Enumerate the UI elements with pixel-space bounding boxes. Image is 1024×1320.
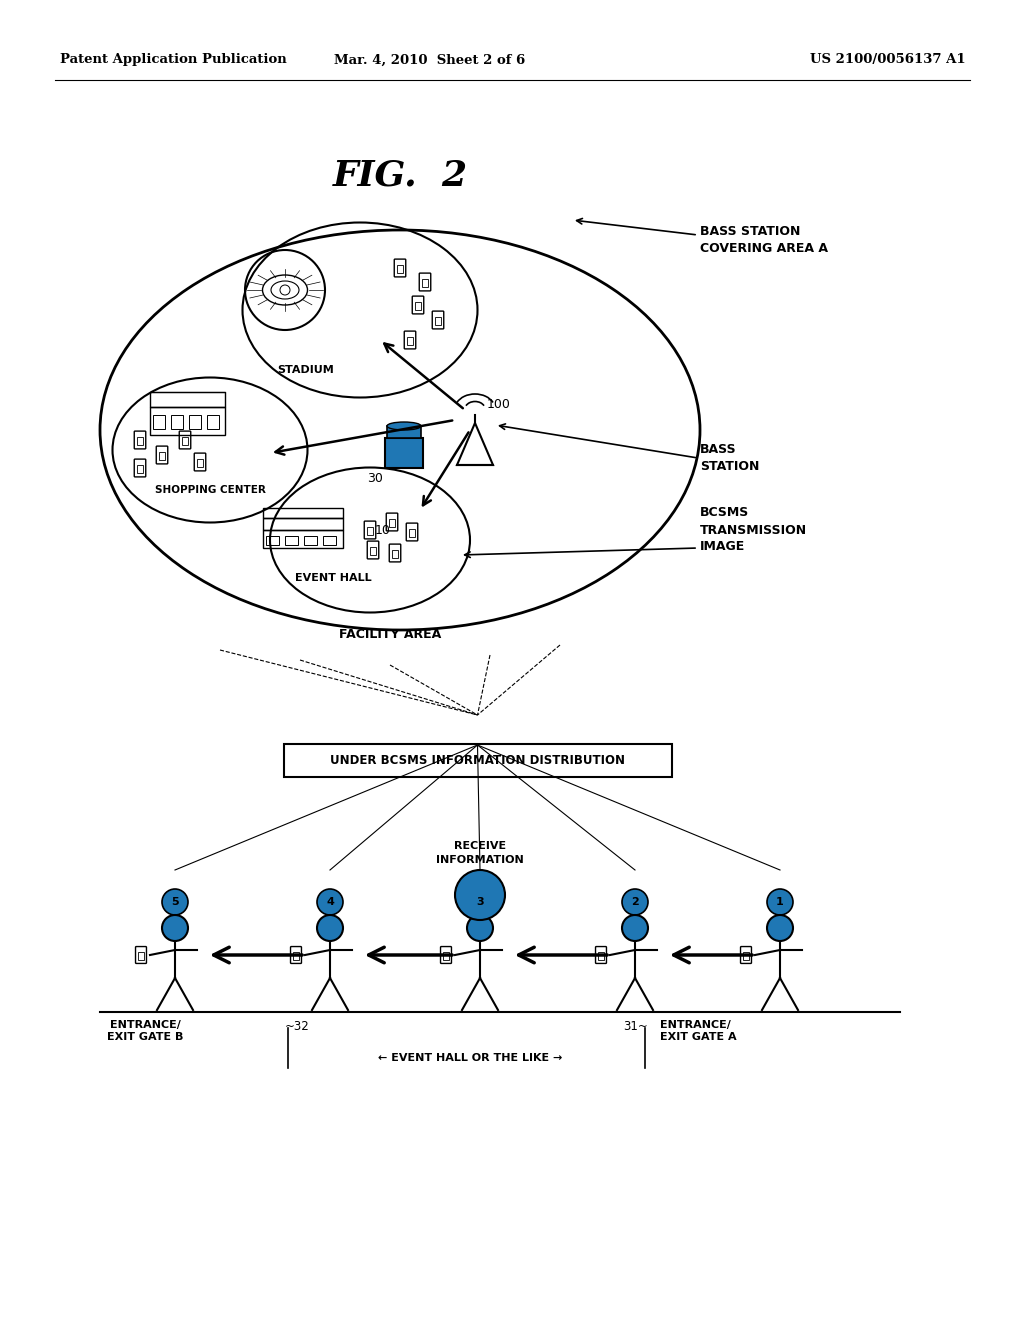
Circle shape: [317, 915, 343, 941]
Text: BASS
STATION: BASS STATION: [700, 444, 760, 473]
Bar: [388, 519, 395, 527]
Circle shape: [162, 888, 188, 915]
Circle shape: [767, 888, 793, 915]
Text: ENTRANCE/
EXIT GATE A: ENTRANCE/ EXIT GATE A: [660, 1020, 736, 1043]
Text: 4: 4: [326, 898, 334, 907]
Text: 5: 5: [171, 898, 179, 907]
Circle shape: [467, 915, 493, 941]
Text: BASS STATION
COVERING AREA A: BASS STATION COVERING AREA A: [700, 224, 828, 255]
Text: BCSMS
TRANSMISSION
IMAGE: BCSMS TRANSMISSION IMAGE: [700, 507, 807, 553]
Text: 3: 3: [476, 898, 483, 907]
Circle shape: [317, 888, 343, 915]
Bar: [415, 302, 422, 310]
Text: SHOPPING CENTER: SHOPPING CENTER: [155, 484, 265, 495]
Text: 1: 1: [776, 898, 784, 907]
Text: 30: 30: [368, 471, 383, 484]
Text: 100: 100: [487, 399, 511, 412]
Bar: [285, 536, 298, 545]
Bar: [150, 392, 225, 407]
Bar: [171, 414, 183, 429]
Text: Mar. 4, 2010  Sheet 2 of 6: Mar. 4, 2010 Sheet 2 of 6: [335, 54, 525, 66]
Bar: [409, 529, 416, 537]
Bar: [434, 317, 441, 325]
Text: US 2100/0056137 A1: US 2100/0056137 A1: [810, 54, 966, 66]
Bar: [396, 265, 403, 273]
Bar: [136, 437, 143, 445]
Bar: [391, 550, 398, 558]
Bar: [370, 546, 377, 556]
Text: RECEIVE
INFORMATION: RECEIVE INFORMATION: [436, 841, 524, 865]
Bar: [407, 337, 414, 345]
Bar: [263, 531, 343, 548]
Bar: [266, 536, 279, 545]
Bar: [138, 952, 144, 960]
Ellipse shape: [455, 870, 505, 920]
Bar: [422, 279, 428, 286]
Text: FIG.  2: FIG. 2: [333, 158, 468, 191]
Text: FACILITY AREA: FACILITY AREA: [339, 628, 441, 642]
Bar: [742, 952, 750, 960]
Text: 10: 10: [375, 524, 391, 536]
Text: 31~: 31~: [624, 1020, 648, 1034]
Bar: [477, 892, 483, 900]
Text: EVENT HALL: EVENT HALL: [295, 573, 372, 583]
Ellipse shape: [387, 422, 421, 430]
Bar: [304, 536, 317, 545]
Text: ENTRANCE/
EXIT GATE B: ENTRANCE/ EXIT GATE B: [106, 1020, 183, 1043]
Text: ← EVENT HALL OR THE LIKE →: ← EVENT HALL OR THE LIKE →: [378, 1053, 562, 1063]
Text: STADIUM: STADIUM: [278, 366, 335, 375]
Bar: [323, 536, 336, 545]
Circle shape: [622, 915, 648, 941]
Text: Patent Application Publication: Patent Application Publication: [60, 54, 287, 66]
Text: ~32: ~32: [285, 1020, 309, 1034]
Bar: [189, 414, 201, 429]
Text: 2: 2: [631, 898, 639, 907]
Bar: [181, 437, 188, 445]
Circle shape: [622, 888, 648, 915]
Bar: [197, 459, 204, 467]
Bar: [136, 465, 143, 473]
Circle shape: [767, 915, 793, 941]
Bar: [387, 426, 421, 438]
Bar: [263, 517, 343, 531]
Bar: [207, 414, 219, 429]
Text: UNDER BCSMS INFORMATION DISTRIBUTION: UNDER BCSMS INFORMATION DISTRIBUTION: [330, 754, 625, 767]
Bar: [159, 451, 166, 461]
Bar: [442, 952, 450, 960]
Bar: [293, 952, 299, 960]
Bar: [598, 952, 604, 960]
Circle shape: [162, 915, 188, 941]
Bar: [150, 407, 225, 436]
Bar: [263, 508, 343, 517]
Bar: [153, 414, 165, 429]
Polygon shape: [457, 422, 493, 465]
Bar: [385, 438, 423, 469]
Bar: [367, 527, 374, 535]
Circle shape: [467, 888, 493, 915]
